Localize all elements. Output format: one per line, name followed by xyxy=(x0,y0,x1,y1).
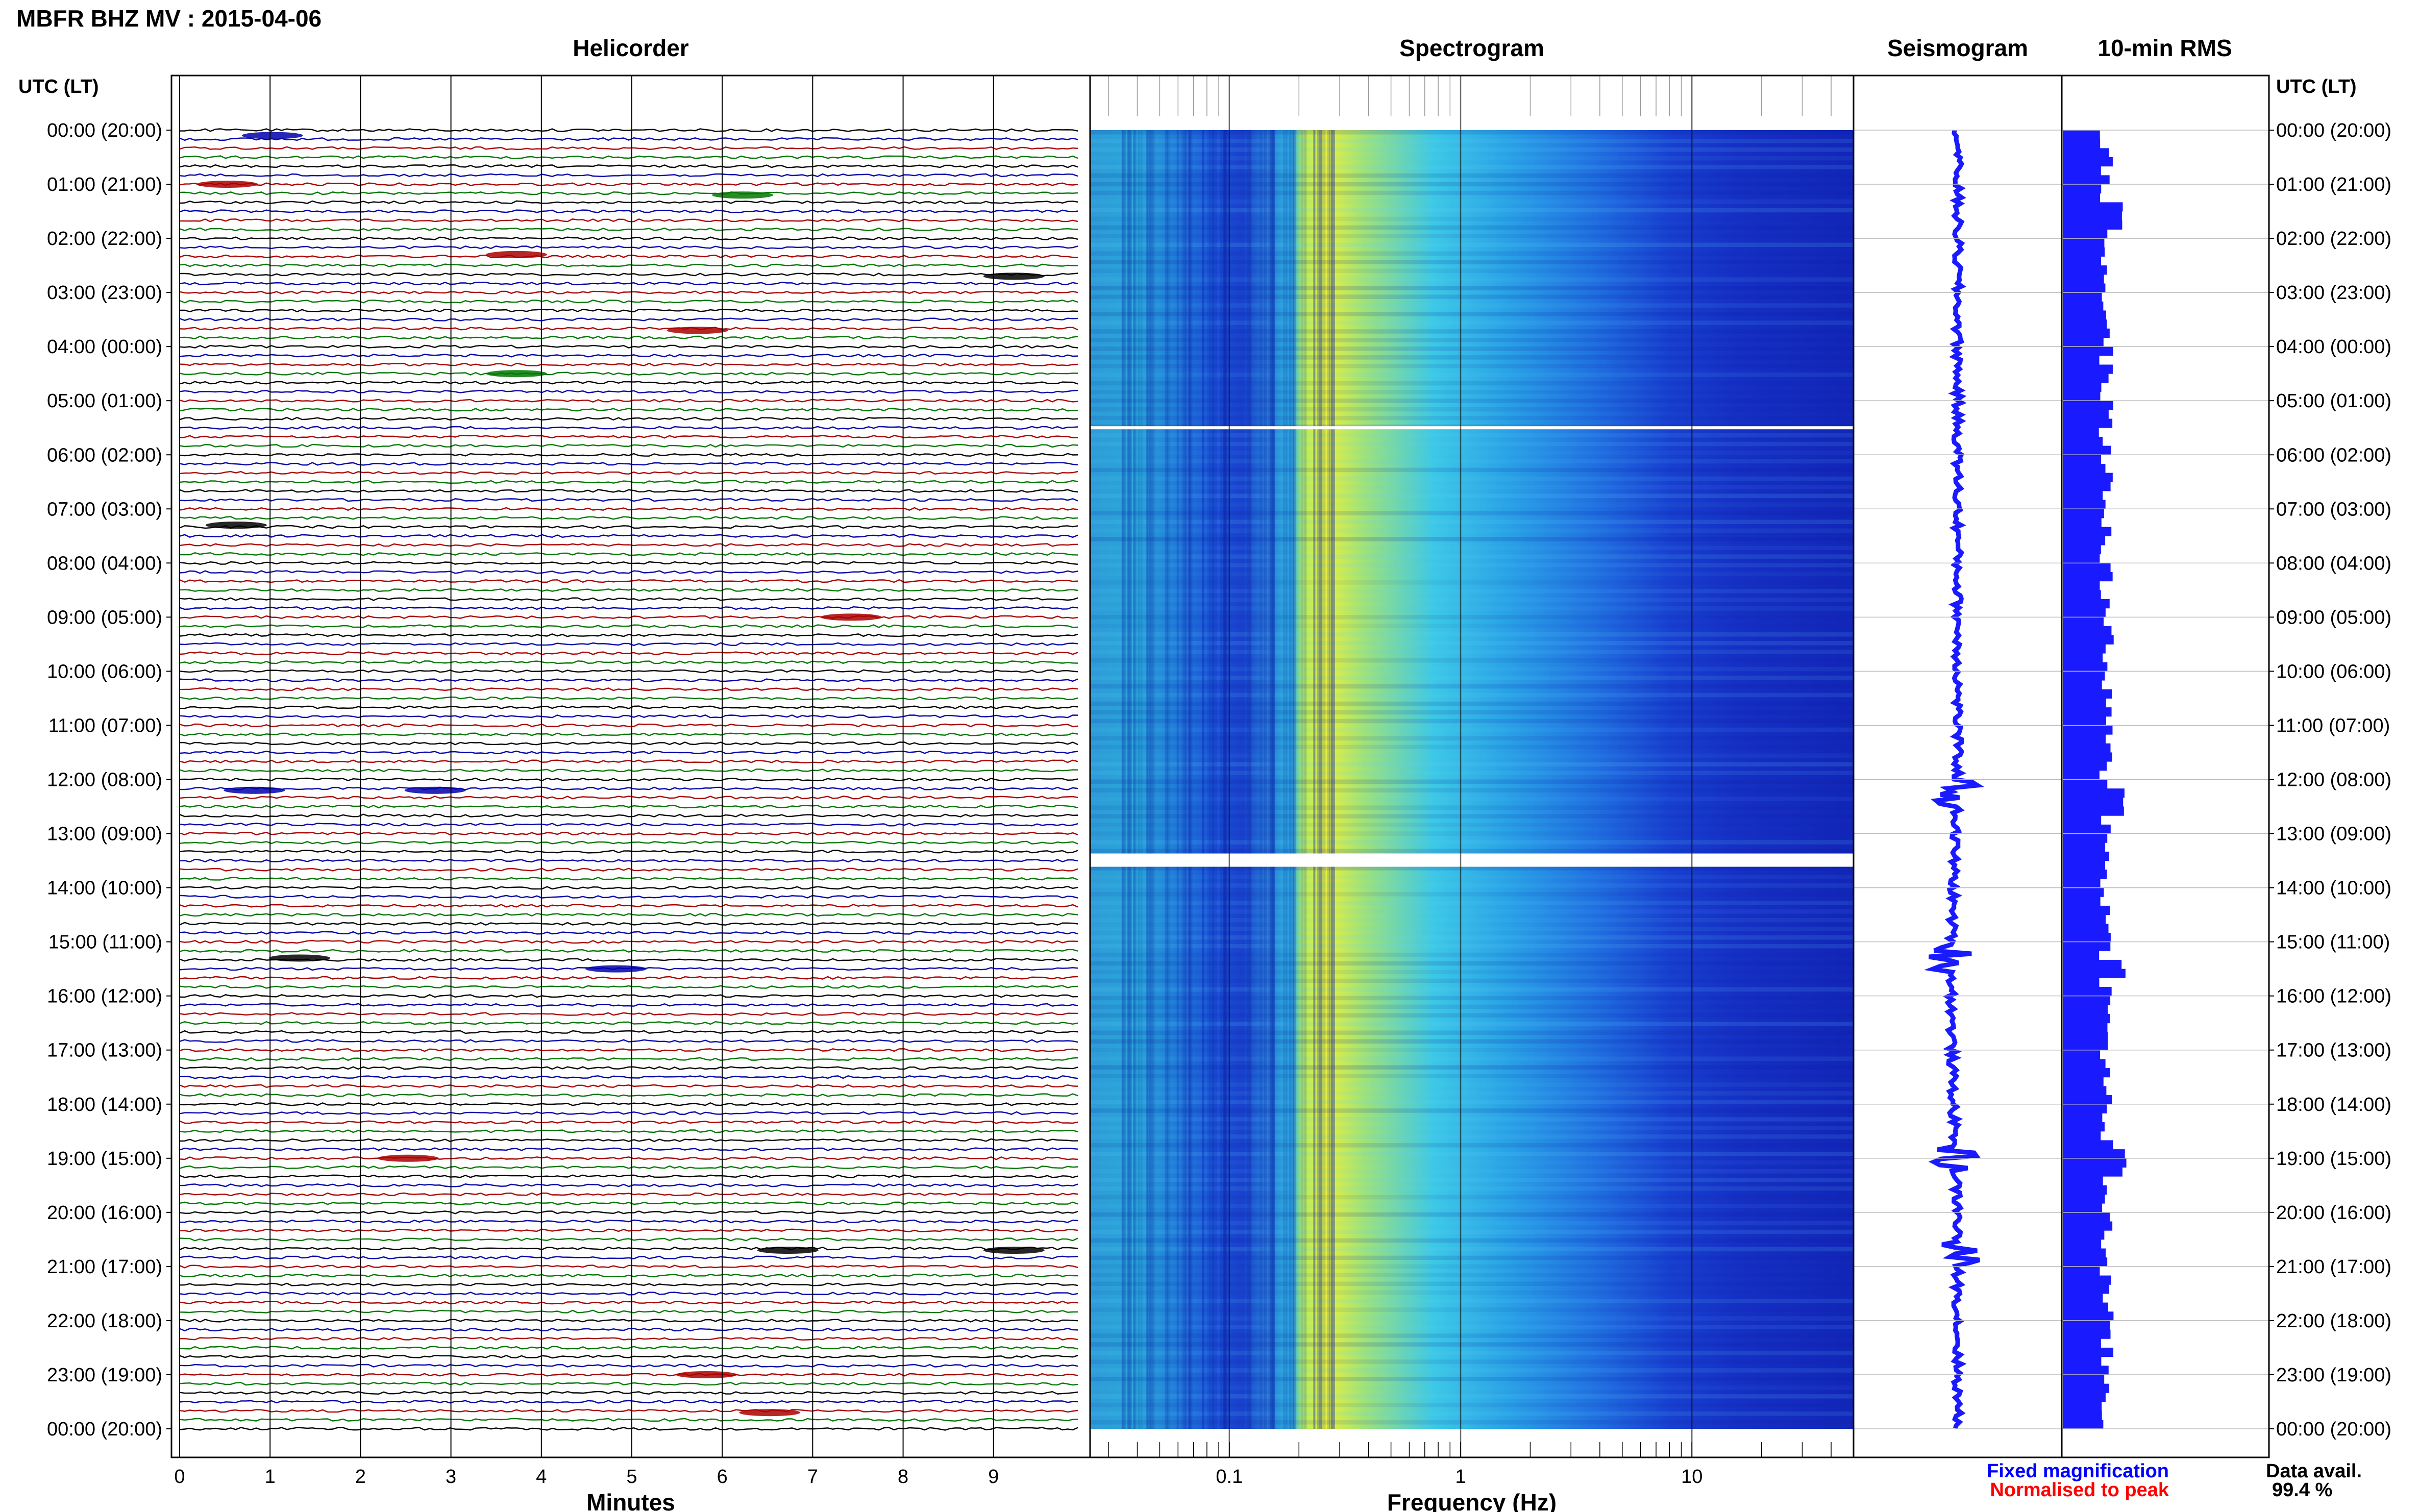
time-label-right: 15:00 (11:00) xyxy=(2276,932,2390,953)
time-label-left: 01:00 (21:00) xyxy=(47,174,162,195)
frequency-tick-label: 0.1 xyxy=(1216,1466,1243,1488)
rms-frame xyxy=(2061,75,2270,1458)
minutes-tick-label: 5 xyxy=(626,1466,637,1488)
time-label-right: 18:00 (14:00) xyxy=(2276,1094,2391,1116)
minutes-tick-label: 7 xyxy=(807,1466,818,1488)
time-label-left: 20:00 (16:00) xyxy=(47,1202,162,1224)
time-label-left: 13:00 (09:00) xyxy=(47,824,162,845)
time-label-right: 03:00 (23:00) xyxy=(2276,282,2391,304)
time-label-right: 14:00 (10:00) xyxy=(2276,878,2391,899)
time-label-right: 04:00 (00:00) xyxy=(2276,336,2391,358)
time-label-left: 10:00 (06:00) xyxy=(47,661,162,682)
seismogram-title: Seismogram xyxy=(1887,35,2028,61)
time-label-right: 17:00 (13:00) xyxy=(2276,1040,2391,1061)
minutes-tick-label: 8 xyxy=(898,1466,908,1488)
legend-normalised-to-peak: Normalised to peak xyxy=(1990,1479,2169,1501)
time-label-left: 06:00 (02:00) xyxy=(47,444,162,466)
time-label-right: 09:00 (05:00) xyxy=(2276,607,2391,628)
time-label-left: 15:00 (11:00) xyxy=(48,932,162,953)
minutes-tick-label: 9 xyxy=(988,1466,999,1488)
spectrogram-title: Spectrogram xyxy=(1399,35,1544,61)
time-label-right: 06:00 (02:00) xyxy=(2276,444,2391,466)
time-label-left: 02:00 (22:00) xyxy=(47,228,162,250)
time-label-left: 11:00 (07:00) xyxy=(48,715,162,736)
helicorder-title: Helicorder xyxy=(573,35,689,61)
time-label-left: 08:00 (04:00) xyxy=(47,553,162,574)
time-label-right: 16:00 (12:00) xyxy=(2276,986,2391,1007)
time-labels: 00:00 (20:00) 00:00 (20:00) 01:00 (21:00) 0… xyxy=(47,120,2391,1488)
time-label-right: 08:00 (04:00) xyxy=(2276,553,2391,574)
time-label-left: 00:00 (20:00) xyxy=(47,1419,162,1440)
time-label-left: 05:00 (01:00) xyxy=(47,390,162,412)
frequency-axis-label: Frequency (Hz) xyxy=(1387,1489,1557,1512)
data-availability-value: 99.4 % xyxy=(2272,1479,2332,1501)
time-label-left: 16:00 (12:00) xyxy=(47,986,162,1007)
minutes-tick-label: 6 xyxy=(717,1466,728,1488)
helicorder-traces xyxy=(179,128,1078,1431)
time-label-left: 17:00 (13:00) xyxy=(47,1040,162,1061)
time-label-right: 22:00 (18:00) xyxy=(2276,1310,2391,1332)
time-label-right: 10:00 (06:00) xyxy=(2276,661,2391,682)
frequency-tick-label: 10 xyxy=(1681,1466,1702,1488)
minutes-tick-label: 3 xyxy=(446,1466,456,1488)
time-label-left: 00:00 (20:00) xyxy=(47,120,162,141)
time-label-left: 22:00 (18:00) xyxy=(47,1310,162,1332)
time-label-right: 01:00 (21:00) xyxy=(2276,174,2391,195)
time-label-left: 19:00 (15:00) xyxy=(47,1148,162,1170)
time-label-right: 23:00 (19:00) xyxy=(2276,1365,2391,1386)
time-label-left: 09:00 (05:00) xyxy=(47,607,162,628)
time-label-right: 02:00 (22:00) xyxy=(2276,228,2391,250)
legend-fixed-magnification: Fixed magnification xyxy=(1987,1460,2169,1482)
time-label-left: 03:00 (23:00) xyxy=(47,282,162,304)
minutes-tick-label: 4 xyxy=(536,1466,547,1488)
time-label-right: 07:00 (03:00) xyxy=(2276,499,2391,520)
time-label-left: 07:00 (03:00) xyxy=(47,499,162,520)
minutes-tick-label: 0 xyxy=(174,1466,185,1488)
time-label-left: 23:00 (19:00) xyxy=(47,1365,162,1386)
time-label-right: 00:00 (20:00) xyxy=(2276,1419,2391,1440)
time-label-left: 04:00 (00:00) xyxy=(47,336,162,358)
time-label-left: 12:00 (08:00) xyxy=(47,770,162,791)
time-label-left: 21:00 (17:00) xyxy=(47,1256,162,1278)
time-label-right: 05:00 (01:00) xyxy=(2276,390,2391,412)
minutes-tick-label: 1 xyxy=(265,1466,276,1488)
data-availability-label: Data avail. xyxy=(2266,1460,2362,1482)
time-label-left: 18:00 (14:00) xyxy=(47,1094,162,1116)
time-label-right: 00:00 (20:00) xyxy=(2276,120,2391,141)
figure-title: MBFR BHZ MV : 2015-04-06 xyxy=(16,5,322,32)
utc-label-left: UTC (LT) xyxy=(18,76,99,97)
minutes-axis-label: Minutes xyxy=(586,1489,675,1512)
minutes-tick-label: 2 xyxy=(355,1466,366,1488)
rms-bars xyxy=(2063,130,2127,1429)
rms-title: 10-min RMS xyxy=(2097,35,2232,61)
time-label-right: 11:00 (07:00) xyxy=(2276,715,2390,736)
time-label-left: 14:00 (10:00) xyxy=(47,878,162,899)
time-label-right: 12:00 (08:00) xyxy=(2276,770,2391,791)
utc-label-right: UTC (LT) xyxy=(2276,76,2357,97)
time-label-right: 21:00 (17:00) xyxy=(2276,1256,2391,1278)
frequency-tick-label: 1 xyxy=(1455,1466,1466,1488)
time-label-right: 13:00 (09:00) xyxy=(2276,824,2391,845)
time-label-right: 19:00 (15:00) xyxy=(2276,1148,2391,1170)
time-label-right: 20:00 (16:00) xyxy=(2276,1202,2391,1224)
spectrogram-image xyxy=(1090,130,1854,1429)
